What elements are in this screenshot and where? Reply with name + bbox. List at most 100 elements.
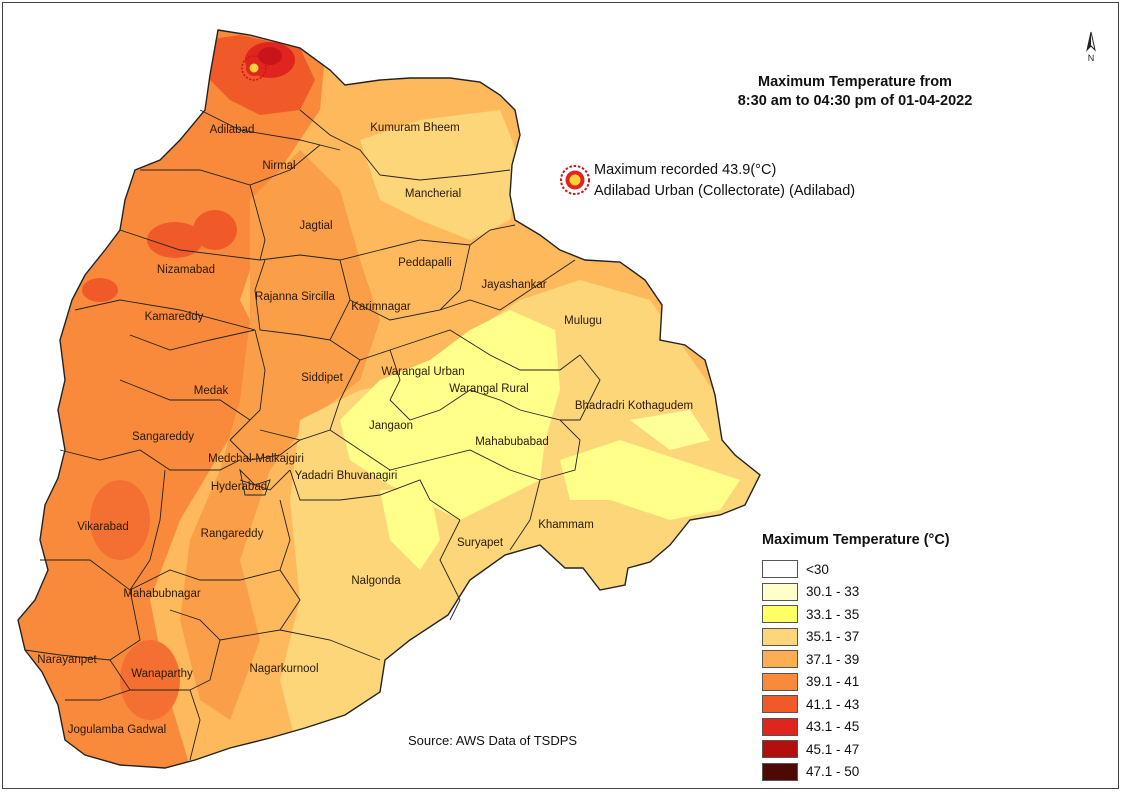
max-recorded-station: Adilabad Urban (Collectorate) (Adilabad) — [594, 183, 856, 199]
zone-33-35-b — [380, 490, 440, 570]
hyderabad-boundary — [239, 468, 271, 496]
district-label: Nagarkurnool — [249, 663, 318, 675]
district-label: Jayashankar — [481, 279, 546, 291]
district-label: Khammam — [538, 519, 594, 531]
boundary — [40, 559, 281, 591]
zone-33-35-c — [560, 440, 740, 520]
legend-item: 30.1 - 33 — [762, 581, 1022, 604]
north-arrow-icon: N — [1086, 31, 1096, 63]
legend-swatch — [762, 672, 798, 691]
district-label: Mahabubnagar — [123, 588, 201, 600]
district-label: Rangareddy — [201, 528, 264, 540]
boundary — [439, 519, 461, 621]
district-label: Adilabad — [210, 124, 255, 136]
district-label: Siddipet — [301, 372, 343, 384]
boundary — [119, 224, 516, 261]
district-label: Medak — [194, 385, 229, 397]
boundary — [299, 109, 511, 181]
legend-label: 35.1 - 37 — [806, 629, 860, 645]
legend-item: 35.1 - 37 — [762, 626, 1022, 649]
legend-item: 47.1 - 50 — [762, 761, 1022, 784]
boundary — [249, 184, 266, 261]
district-label: Warangal Urban — [381, 366, 464, 378]
map-title: Maximum Temperature from 8:30 am to 04:3… — [700, 73, 1010, 111]
max-recorded-value: Maximum recorded 43.9(°C) — [594, 162, 777, 178]
legend-label: <30 — [806, 561, 829, 577]
legend-label: 30.1 - 33 — [806, 584, 860, 600]
max-note-sun-icon — [560, 165, 590, 195]
boundary — [329, 429, 541, 481]
max-recorded-note: Maximum recorded 43.9(°C) Adilabad Urban… — [558, 160, 855, 202]
legend-label: 37.1 - 39 — [806, 651, 860, 667]
zone-45-47 — [258, 47, 282, 65]
sun-marker-icon — [241, 55, 267, 81]
boundary — [119, 379, 251, 421]
north-label: N — [1088, 53, 1095, 63]
boundary — [329, 329, 581, 371]
boundary — [389, 349, 521, 421]
district-label: Jogulamba Gadwal — [68, 724, 166, 736]
boundary — [439, 259, 576, 311]
district-label: Jagtial — [299, 220, 332, 232]
legend-items: <30 30.1 - 33 33.1 - 35 35.1 - 37 37.1 - 39 3… — [762, 558, 1022, 783]
hotspot — [120, 640, 180, 720]
legend-label: 33.1 - 35 — [806, 606, 860, 622]
district-label: Nirmal — [262, 160, 295, 172]
boundary — [74, 299, 256, 331]
legend-swatch — [762, 560, 798, 579]
legend-swatch — [762, 695, 798, 714]
legend-item: 33.1 - 35 — [762, 603, 1022, 626]
boundary — [59, 449, 241, 471]
district-label: Warangal Rural — [449, 383, 528, 395]
legend-label: 39.1 - 41 — [806, 674, 860, 690]
legend-item: 43.1 - 45 — [762, 716, 1022, 739]
legend-label: 43.1 - 45 — [806, 719, 860, 735]
legend-swatch — [762, 627, 798, 646]
hotspot — [147, 222, 203, 258]
district-label: Jangaon — [369, 420, 413, 432]
district-boundaries — [24, 109, 601, 761]
district-label: Nalgonda — [351, 575, 401, 587]
district-label: Hyderabad — [211, 481, 267, 493]
district-label: Mulugu — [564, 315, 602, 327]
district-label: Wanaparthy — [131, 668, 193, 680]
district-label: Peddapalli — [398, 257, 452, 269]
hotspot — [137, 137, 153, 153]
hotspot — [82, 278, 118, 302]
legend-swatch — [762, 605, 798, 624]
district-label: Mahabubabad — [475, 436, 549, 448]
boundary — [560, 354, 601, 421]
boundary — [509, 479, 541, 551]
source-note: Source: AWS Data of TSDPS — [408, 733, 578, 748]
district-label: Vikarabad — [77, 521, 129, 533]
legend-label: 41.1 - 43 — [806, 696, 860, 712]
legend-title: Maximum Temperature (°C) — [762, 532, 950, 548]
hotspot — [90, 480, 150, 560]
boundary — [129, 329, 256, 351]
boundary — [229, 439, 301, 461]
district-label: Karimnagar — [351, 301, 411, 313]
district-label: Nizamabad — [157, 264, 215, 276]
district-label: Rajanna Sircilla — [255, 291, 336, 303]
district-label: Kumuram Bheem — [370, 122, 459, 134]
district-label: Yadadri Bhuvanagiri — [295, 470, 398, 482]
district-label: Suryapet — [457, 537, 504, 549]
legend-label: 45.1 - 47 — [806, 741, 860, 757]
legend: Maximum Temperature (°C) <30 30.1 - 33 33.… — [762, 532, 1022, 783]
legend-swatch — [762, 582, 798, 601]
legend-swatch — [762, 740, 798, 759]
hotspot — [193, 210, 237, 250]
district-label: Narayanpet — [37, 654, 97, 666]
boundary — [129, 469, 166, 591]
boundary — [289, 469, 461, 521]
legend-item: 39.1 - 41 — [762, 671, 1022, 694]
boundary — [229, 329, 266, 441]
boundary — [219, 629, 381, 661]
legend-swatch — [762, 762, 798, 781]
district-label: Mancherial — [405, 188, 461, 200]
legend-item: 41.1 - 43 — [762, 693, 1022, 716]
title-line-2: 8:30 am to 04:30 pm of 01-04-2022 — [737, 93, 973, 109]
zone-33-35-d — [630, 410, 710, 450]
district-label: Medchal-Malkajgiri — [208, 453, 304, 465]
